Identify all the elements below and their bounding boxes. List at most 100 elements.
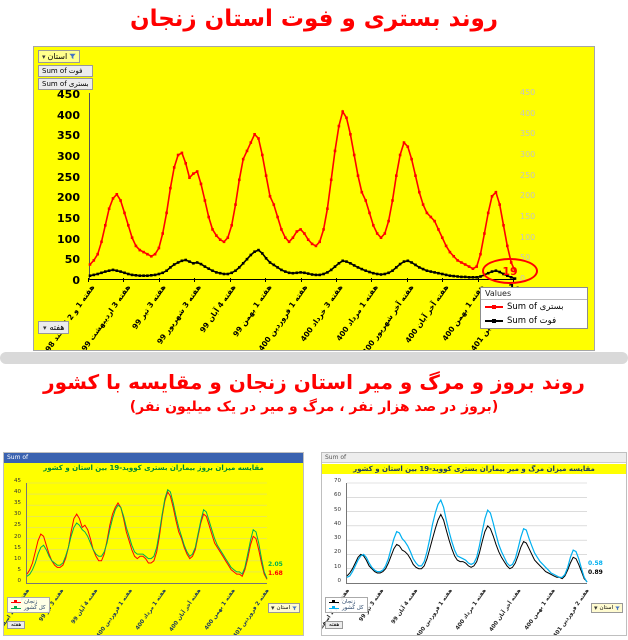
series-marker: [452, 255, 455, 258]
series-marker: [329, 268, 333, 272]
series-marker: [372, 271, 375, 275]
series-marker: [195, 170, 199, 173]
series-marker: [264, 257, 268, 260]
series-marker: [207, 267, 210, 270]
series-marker: [333, 149, 337, 153]
filter-funnel-icon: [292, 606, 297, 610]
chart-legend[interactable]: زنجان کل کشور: [325, 597, 368, 613]
series-marker: [295, 271, 299, 275]
x-tick-label: هفته 1 فروردین 400: [415, 588, 454, 636]
series-marker: [463, 275, 467, 279]
series-marker: [230, 271, 233, 275]
series-marker: [383, 232, 387, 235]
series-marker: [157, 272, 161, 276]
legend-item-zanjan: زنجان: [10, 599, 47, 605]
series-marker: [176, 261, 180, 264]
series-line-1: [89, 249, 516, 280]
y-tick-label: 150: [57, 212, 80, 225]
series-marker: [364, 269, 367, 272]
y-tick-label: 450: [520, 88, 536, 97]
y-tick-label: 0: [337, 578, 342, 584]
series-marker: [306, 238, 310, 241]
series-marker: [356, 266, 360, 269]
series-marker: [310, 242, 314, 246]
series-marker: [395, 174, 398, 177]
series-marker: [364, 199, 367, 202]
series-marker: [360, 267, 364, 271]
province-filter-button[interactable]: استان ▾: [38, 50, 81, 63]
series-marker: [341, 259, 344, 263]
series-marker: [414, 263, 417, 267]
week-axis-field-button[interactable]: هفته: [325, 621, 344, 629]
line-chart-svg: [88, 109, 517, 280]
series-marker: [387, 271, 390, 275]
series-marker: [456, 275, 459, 278]
y-tick-label: 30: [14, 511, 21, 518]
y-tick-label: 200: [520, 191, 536, 201]
week-axis-field-button[interactable]: هفته ▾: [38, 321, 70, 334]
series-marker: [398, 262, 402, 266]
series-marker: [375, 232, 379, 235]
series-marker: [429, 270, 433, 273]
series-marker: [448, 274, 452, 277]
series-marker: [172, 166, 176, 169]
province-filter-button[interactable]: استان ▾: [267, 603, 300, 613]
series-marker: [314, 273, 318, 277]
series-marker: [375, 272, 379, 276]
series-marker: [471, 267, 475, 270]
series-marker: [96, 252, 99, 256]
series-marker: [123, 271, 126, 275]
x-tick-label: هفته 2 فروردین 1401: [550, 588, 591, 636]
series-marker: [142, 250, 145, 254]
y-tick-label: 0: [17, 578, 22, 584]
series-marker: [245, 149, 249, 153]
chart-title: مقایسه میزان مرگ و میر بیماران بستری کوو…: [322, 464, 626, 474]
series-marker: [421, 203, 425, 206]
series-marker: [299, 228, 302, 231]
highlight-oval-annotation: 19: [482, 258, 538, 284]
series-marker: [280, 228, 283, 231]
chevron-down-icon: ▾: [270, 604, 275, 612]
section-subtitle: (بروز در صد هزار نفر ، مرگ و میر در یک م…: [129, 399, 499, 415]
y-tick-label: 5: [17, 566, 22, 573]
pivot-chart-hospitalization-death: استان ▾ Sum of فوت Sum of بستری 0 50 100 15…: [33, 46, 595, 351]
week-axis-field-button[interactable]: هفته: [7, 621, 26, 629]
series-marker: [199, 262, 203, 266]
x-tick-label: هفته 1 فروردین 400: [95, 588, 134, 636]
legend-line-marker: [485, 305, 503, 309]
value-field-button-admissions[interactable]: Sum of بستری: [38, 78, 93, 90]
end-value-province: 0.89: [588, 569, 603, 576]
series-marker: [88, 263, 92, 266]
y-tick-label: 15: [14, 544, 21, 551]
series-marker: [92, 259, 96, 262]
legend-line-marker: [11, 606, 21, 609]
series-marker: [142, 274, 145, 277]
series-marker: [245, 257, 249, 261]
series-marker: [322, 228, 325, 231]
province-filter-button[interactable]: استان ▾: [590, 603, 623, 613]
chart-title: مقایسه میزان بروز بیماران بستری کووید-19…: [43, 464, 264, 472]
series-marker: [203, 265, 207, 268]
x-tick-label: هفته 1 مرداد 400: [455, 588, 489, 632]
series-marker: [165, 269, 168, 272]
series-marker: [107, 269, 111, 272]
series-marker: [437, 228, 440, 231]
legend-line-marker: [329, 600, 339, 603]
series-marker: [418, 266, 421, 269]
series-marker: [345, 260, 348, 263]
series-marker: [127, 272, 130, 276]
chart-legend[interactable]: زنجان کل کشور: [7, 597, 50, 613]
series-marker: [268, 261, 272, 264]
series-marker: [326, 271, 329, 274]
legend-item-label: کل کشور: [342, 605, 364, 611]
series-marker: [92, 273, 96, 277]
value-field-button-deaths[interactable]: Sum of فوت: [38, 65, 93, 77]
series-marker: [272, 203, 276, 206]
series-marker: [502, 224, 505, 227]
chart-legend[interactable]: Values Sum of بستری Sum of فوت: [480, 287, 588, 329]
y-axis-labels: 0 10 20 30 40 50 60 70: [324, 478, 344, 584]
pivot-header-bar: Sum of: [4, 453, 303, 463]
legend-item-label: زنجان: [24, 599, 38, 605]
series-marker: [257, 248, 260, 252]
y-tick-label: 50: [64, 253, 80, 267]
